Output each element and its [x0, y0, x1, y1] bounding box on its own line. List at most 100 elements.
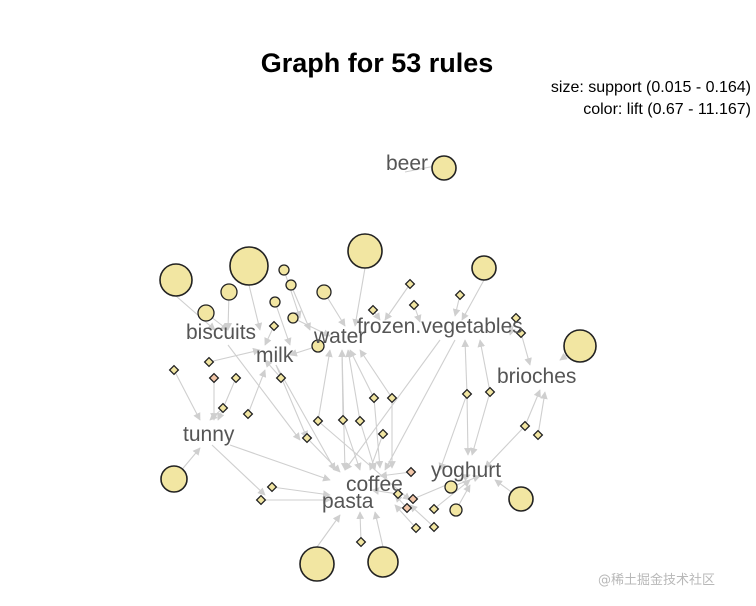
- rule-node: [197, 304, 215, 322]
- rule-node: [444, 480, 458, 494]
- rule-node: [275, 372, 287, 384]
- rule-node: [454, 289, 466, 301]
- rule-edge: [345, 349, 361, 422]
- rule-edge: [316, 514, 341, 548]
- rule-node: [392, 488, 404, 500]
- rule-edge: [484, 425, 526, 469]
- rule-edge: [359, 349, 393, 399]
- rule-edge: [211, 444, 266, 496]
- rule-edge: [372, 511, 384, 548]
- graph-title: Graph for 53 rules: [261, 48, 494, 78]
- rule-node: [515, 327, 527, 339]
- graph-labels: beer biscuits milk water frozen.vegetabl…: [183, 152, 576, 513]
- label-pasta: pasta: [322, 490, 374, 513]
- rule-node: [368, 392, 380, 404]
- label-coffee: coffee: [346, 473, 403, 496]
- label-water: water: [313, 325, 365, 348]
- rule-node: [168, 364, 180, 376]
- rule-edge: [227, 344, 301, 441]
- rule-edge: [537, 391, 548, 436]
- rule-edge: [317, 420, 411, 501]
- label-yoghurt: yoghurt: [431, 459, 501, 482]
- rule-node: [428, 503, 440, 515]
- rule-node: [355, 536, 367, 548]
- rule-node-large: [347, 233, 383, 269]
- rule-node: [367, 304, 379, 316]
- rule-edge: [352, 267, 366, 327]
- rule-edge: [217, 377, 237, 421]
- rule-edge: [359, 420, 377, 471]
- rule-node: [510, 312, 522, 324]
- rule-node-large: [471, 255, 497, 281]
- rule-edge: [342, 419, 362, 471]
- rule-node: [285, 279, 297, 291]
- rule-node: [401, 502, 413, 514]
- label-beer: beer: [386, 152, 428, 175]
- rule-node: [242, 408, 254, 420]
- label-frozen-vegetables: frozen.vegetables: [357, 315, 523, 338]
- rule-node: [316, 284, 332, 300]
- rule-node: [208, 372, 220, 384]
- rule-node: [519, 420, 531, 432]
- rule-node: [532, 429, 544, 441]
- rule-node-large: [508, 486, 534, 512]
- rule-node: [203, 356, 215, 368]
- rule-edge: [229, 444, 331, 482]
- rule-node-large: [367, 546, 399, 578]
- rule-node: [312, 415, 324, 427]
- rule-edge: [379, 471, 412, 479]
- rule-node: [301, 432, 313, 444]
- rule-node: [217, 402, 229, 414]
- rule-node: [255, 494, 267, 506]
- rule-node: [278, 264, 290, 276]
- rule-node: [408, 299, 420, 311]
- rule-edge: [306, 437, 341, 473]
- rule-node-large: [431, 155, 457, 181]
- rule-edge: [438, 393, 468, 471]
- rule-edge: [470, 391, 491, 456]
- rule-node: [461, 388, 473, 400]
- rule-node: [428, 521, 440, 533]
- rule-edge: [368, 433, 384, 471]
- rule-edge: [208, 347, 261, 363]
- rule-node: [311, 339, 325, 353]
- rule-node: [410, 522, 422, 534]
- rule-edge: [409, 504, 435, 528]
- rule-edge: [384, 339, 456, 471]
- graph-edges: [173, 162, 581, 548]
- label-tunny: tunny: [183, 423, 235, 446]
- rule-edge: [248, 284, 263, 331]
- rule-edge: [283, 269, 302, 319]
- legend-color: color: lift (0.67 - 11.167): [583, 101, 751, 118]
- legend-size: size: support (0.015 - 0.164): [551, 79, 751, 96]
- rule-node: [484, 386, 496, 398]
- rule-edge: [349, 349, 375, 399]
- rule-node: [220, 283, 238, 301]
- rule-node: [269, 296, 281, 308]
- rule-edge: [373, 397, 384, 469]
- rule-node: [377, 428, 389, 440]
- rule-edge: [290, 284, 311, 331]
- rule-node-large: [159, 263, 193, 297]
- graph-nodes: [159, 155, 597, 582]
- rule-node-large: [229, 246, 269, 286]
- rule-edge: [340, 349, 349, 471]
- rule-edge: [275, 364, 336, 471]
- rule-edge: [264, 359, 282, 379]
- rule-node: [266, 481, 278, 493]
- rule-edge: [173, 369, 201, 421]
- rule-node-large: [563, 329, 597, 363]
- rule-edge: [524, 389, 541, 427]
- watermark: @稀土掘金技术社区: [598, 572, 715, 588]
- rule-edge: [247, 369, 267, 415]
- rule-edge: [412, 474, 471, 500]
- rule-edge: [175, 295, 216, 331]
- rule-edge: [344, 339, 441, 471]
- rule-edge: [394, 504, 417, 529]
- rule-node-large: [299, 546, 335, 582]
- rule-node: [230, 372, 242, 384]
- rule-edge: [271, 486, 331, 498]
- rule-edge: [520, 332, 532, 366]
- rule-edge: [461, 279, 485, 321]
